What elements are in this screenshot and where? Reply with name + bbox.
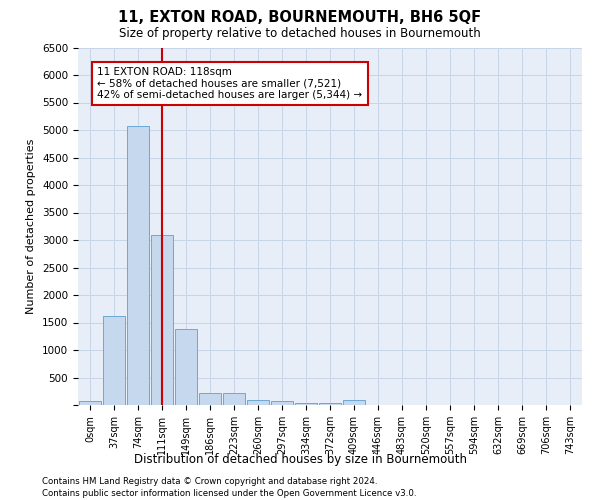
Bar — [319, 403, 341, 405]
Text: Contains HM Land Registry data © Crown copyright and database right 2024.: Contains HM Land Registry data © Crown c… — [42, 478, 377, 486]
Bar — [247, 400, 269, 405]
Bar — [151, 234, 173, 405]
Bar — [175, 328, 197, 405]
Text: Contains public sector information licensed under the Open Government Licence v3: Contains public sector information licen… — [42, 489, 416, 498]
Bar — [199, 393, 221, 405]
Bar — [343, 400, 365, 405]
Bar — [271, 402, 293, 405]
Bar — [223, 393, 245, 405]
Text: 11, EXTON ROAD, BOURNEMOUTH, BH6 5QF: 11, EXTON ROAD, BOURNEMOUTH, BH6 5QF — [118, 10, 482, 25]
Bar — [295, 403, 317, 405]
Text: Size of property relative to detached houses in Bournemouth: Size of property relative to detached ho… — [119, 28, 481, 40]
Bar — [127, 126, 149, 405]
Text: 11 EXTON ROAD: 118sqm
← 58% of detached houses are smaller (7,521)
42% of semi-d: 11 EXTON ROAD: 118sqm ← 58% of detached … — [97, 66, 362, 100]
Y-axis label: Number of detached properties: Number of detached properties — [26, 138, 37, 314]
Bar — [79, 402, 101, 405]
Bar — [103, 316, 125, 405]
Text: Distribution of detached houses by size in Bournemouth: Distribution of detached houses by size … — [133, 452, 467, 466]
